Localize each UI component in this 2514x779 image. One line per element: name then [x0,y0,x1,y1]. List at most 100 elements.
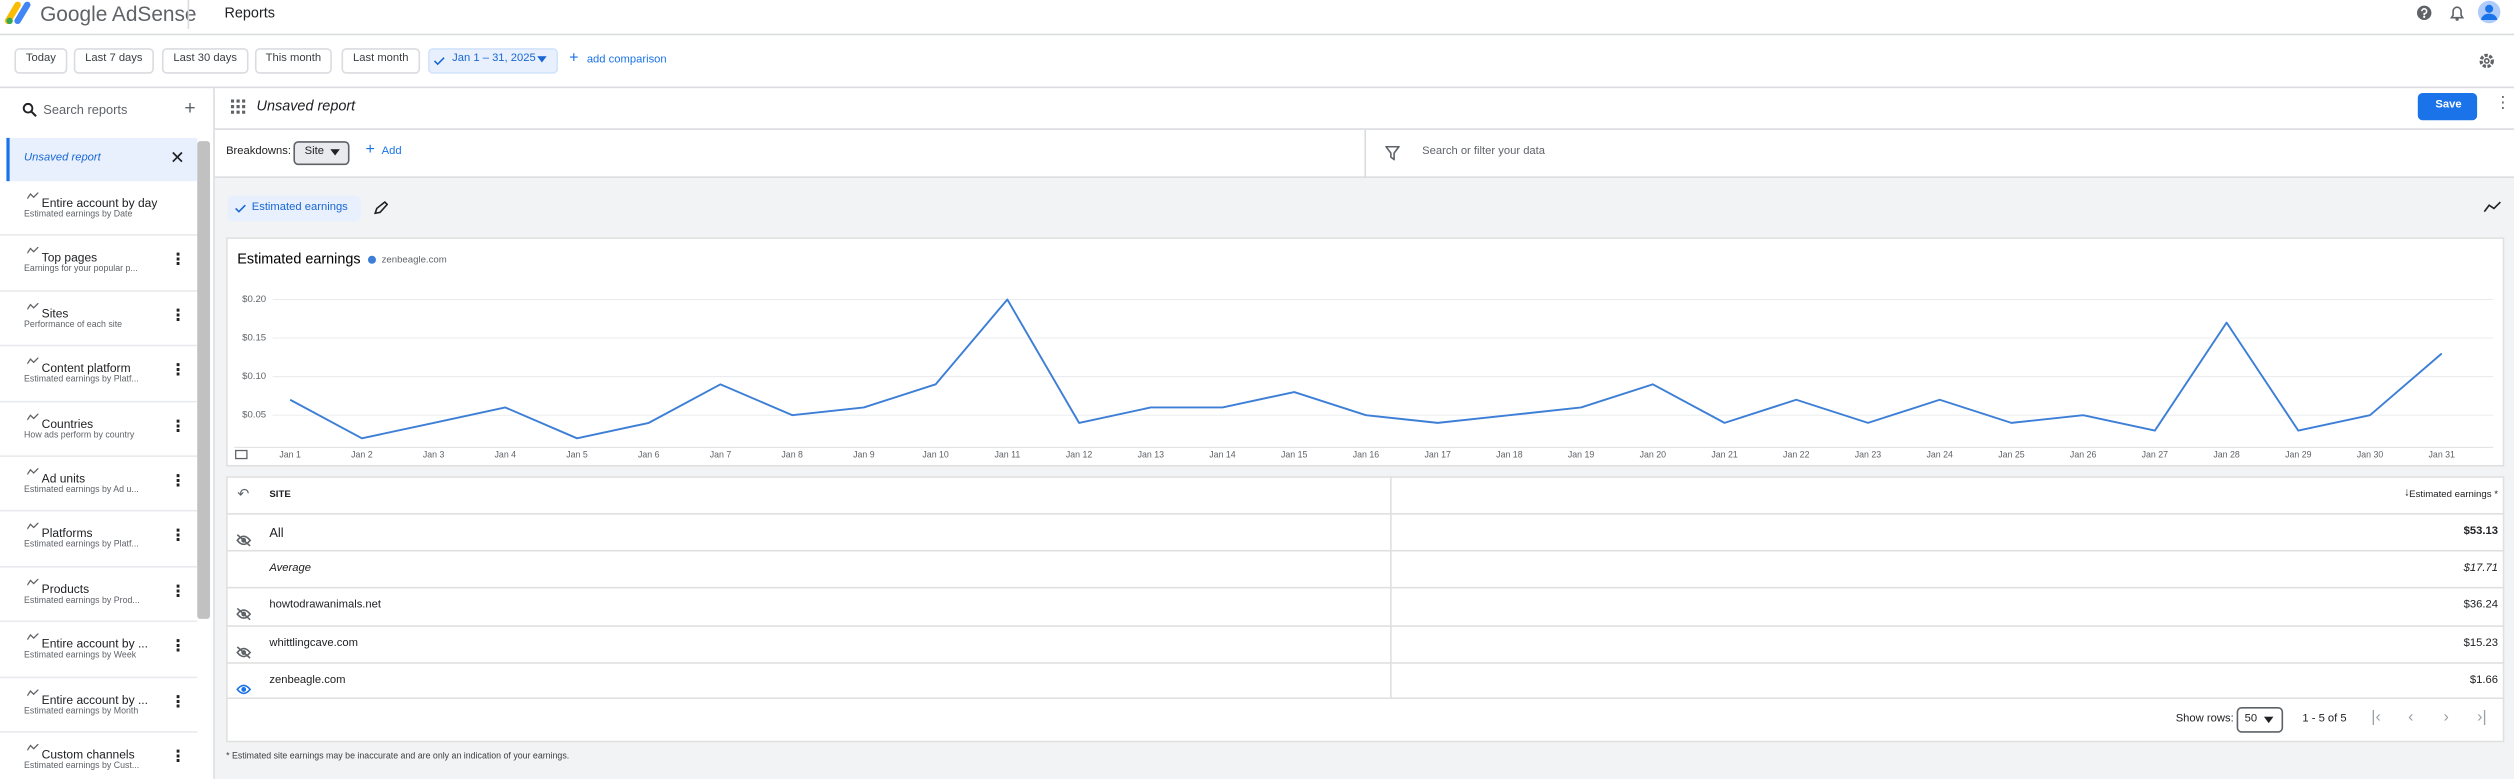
col-site[interactable]: SITE [269,490,291,501]
range-label: Last month [353,52,409,65]
trend-icon [26,302,39,310]
active-report[interactable] [6,137,198,182]
visibility-icon[interactable] [236,683,252,696]
trend-icon [26,578,39,586]
selected-range[interactable] [428,48,558,74]
x-tick-label: Jan 31 [2429,450,2456,460]
breakdown-chip[interactable] [293,141,350,166]
save-button[interactable] [2417,92,2478,121]
visibility-off-icon[interactable] [236,645,252,659]
range-button[interactable] [161,48,249,74]
earnings-cell: $1.66 [2469,674,2498,686]
report-item[interactable] [0,236,198,292]
item-menu[interactable]: ⋮ [169,583,186,601]
item-menu[interactable]: ⋮ [169,528,186,546]
chart-title: Estimated earnings [237,252,360,268]
x-tick-label: Jan 3 [423,450,445,460]
logo [4,1,31,25]
row-icon [236,600,252,629]
item-menu[interactable]: ⋮ [169,748,186,767]
report-item-title: Custom channels [41,747,135,762]
report-item[interactable] [0,181,198,237]
x-tick-label: Jan 14 [1209,450,1236,460]
metric-chip-label: Estimated earnings [251,202,348,214]
x-tick-label: Jan 22 [1783,450,1810,460]
report-list: Entire account by day Estimated earnings … [0,181,198,779]
item-menu[interactable]: ⋮ [169,252,186,270]
x-tick-label: Jan 1 [279,450,301,460]
item-menu[interactable]: ⋮ [169,472,186,491]
report-item[interactable] [0,457,198,513]
help-icon[interactable] [2416,5,2432,21]
item-icon [26,191,39,203]
range-button[interactable] [341,48,421,74]
report-item[interactable] [0,347,198,402]
report-item[interactable] [0,622,198,678]
metric-chip[interactable] [227,195,361,222]
add-comparison[interactable]: add comparison [586,54,667,66]
prev-page[interactable]: ‹ [2408,708,2414,727]
visibility-off-icon[interactable] [236,534,252,547]
x-tick-label: Jan 30 [2357,450,2384,460]
item-menu[interactable]: ⋮ [169,307,186,326]
close-report[interactable]: ✕ [169,149,185,169]
earnings-cell: $36.24 [2463,600,2498,612]
item-menu[interactable]: ⋮ [169,362,186,381]
report-item[interactable] [0,402,198,457]
y-tick-label: $0.15 [242,333,266,344]
add-breakdown[interactable]: Add [381,145,402,158]
x-tick-label: Jan 21 [1711,450,1738,460]
settings-icon[interactable] [2479,53,2495,69]
item-menu[interactable]: ⋮ [169,638,186,657]
undo-icon[interactable]: ↶ [237,485,250,502]
report-item-title: Entire account by ... [41,691,148,707]
plus: + [569,49,579,68]
item-menu[interactable]: ⋮ [169,417,186,436]
notifications-icon[interactable] [2449,5,2465,21]
item-icon [26,467,39,479]
item-menu[interactable]: ⋮ [169,693,186,712]
report-item-subtitle: Estimated earnings by Platf... [24,540,139,551]
report-title[interactable]: Unsaved report [256,97,356,114]
report-item[interactable] [0,512,198,568]
search-reports[interactable]: Search reports [43,102,128,118]
header-divider [187,0,190,29]
col-earnings[interactable]: Estimated earnings * [2409,490,2498,501]
filter-input[interactable]: Search or filter your data [1422,145,1546,158]
rows-per-page: 50 [2244,713,2258,725]
report-item[interactable] [0,291,198,347]
page-title[interactable]: Reports [224,4,275,21]
report-item-subtitle: Performance of each site [24,320,123,330]
visibility-off-icon[interactable] [236,608,252,621]
apps-icon[interactable] [230,99,246,114]
avatar[interactable] [2477,0,2501,24]
chart-toggle-icon[interactable] [2483,200,2502,213]
rows-arrow [2263,716,2274,724]
edit-icon[interactable] [373,200,389,215]
sort-arrow: ↓ [2404,487,2410,499]
trend-icon [26,467,39,475]
report-item[interactable] [0,678,198,733]
next-page[interactable]: › [2443,708,2449,727]
range-button[interactable] [254,48,332,74]
x-tick-label: Jan 24 [1926,450,1953,460]
x-tick-label: Jan 15 [1281,450,1308,460]
report-item-title: Countries [41,416,94,431]
x-tick-label: Jan 18 [1496,450,1523,460]
report-item[interactable] [0,567,198,623]
table-body: All $53.13 Average $17.71 howtodrawanimals.n… [226,513,2505,699]
item-icon [26,302,39,314]
report-item-title: Content platform [41,361,131,376]
y-tick-label: $0.20 [242,294,266,305]
range-button[interactable] [14,48,68,74]
earnings-cell: $17.71 [2463,563,2498,575]
last-page[interactable]: ›| [2477,708,2487,727]
earnings-cell: $53.13 [2463,525,2498,538]
show-rows-label: Show rows: [2175,713,2234,725]
new-report[interactable]: + [184,96,196,119]
rows-select[interactable] [2236,707,2284,733]
range-button[interactable] [73,48,154,74]
more-menu[interactable]: ⋮ [2494,94,2511,113]
report-item-subtitle: How ads perform by country [24,430,135,441]
first-page[interactable]: |‹ [2371,708,2381,727]
